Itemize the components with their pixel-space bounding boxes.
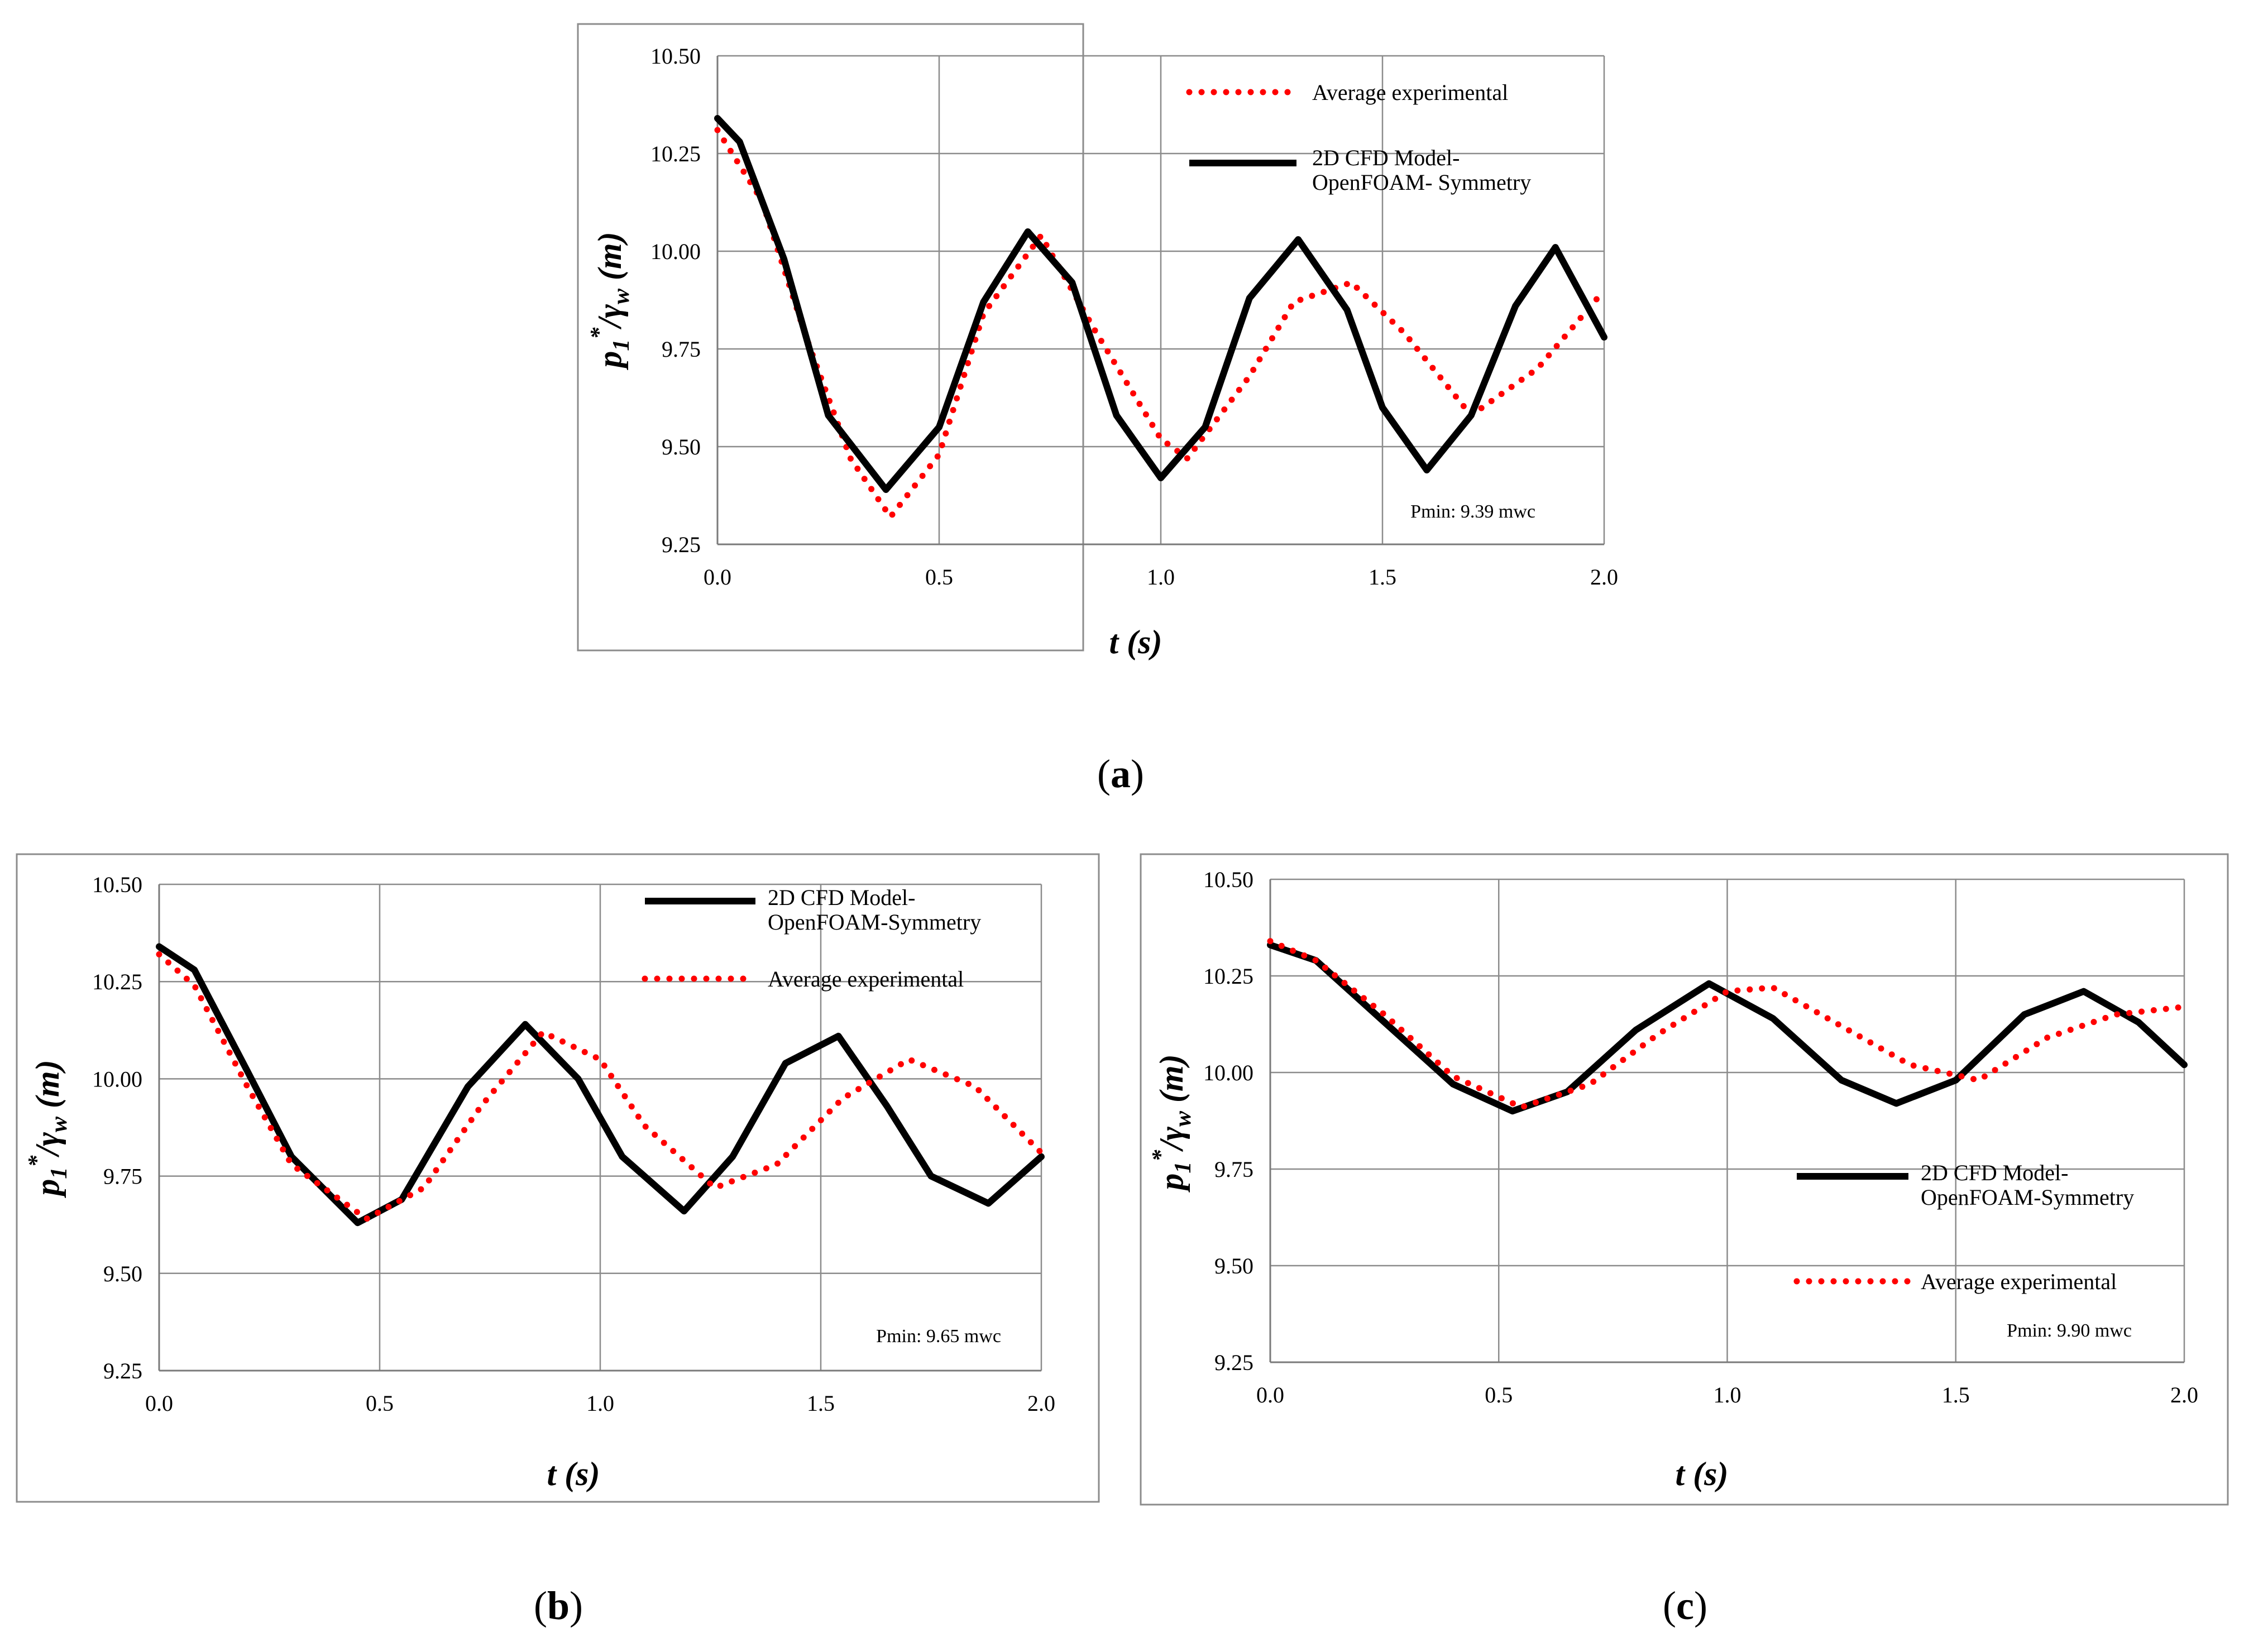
y-axis-title-slash: /γ [591,304,628,330]
chart-frame [1140,853,2229,1506]
chart-frame [16,853,1100,1503]
x-tick-label: 0.0 [704,564,731,590]
panel-label: (b) [534,1583,583,1628]
x-tick-label: 1.5 [1369,564,1396,590]
legend-label: 2D CFD Model- [1921,1160,2068,1185]
x-axis-title: t (s) [547,1455,600,1492]
panel-label-close-paren: ) [1694,1583,1707,1628]
x-tick-label: 2.0 [1590,564,1618,590]
y-tick-label: 10.50 [92,872,142,897]
y-axis-title-sup: * [586,327,612,339]
y-tick-label: 10.50 [1203,867,1253,892]
y-axis-title-unit: (m) [591,232,628,289]
y-tick-label: 10.25 [1203,964,1253,989]
legend-label: 2D CFD Model- [1312,145,1460,170]
y-axis-title-slash: /γ [29,1132,66,1158]
panel-label-letter: b [547,1583,570,1628]
y-tick-label: 10.25 [92,969,142,994]
y-axis-title: p1*/γw (m) [586,232,634,370]
pmin-annotation: Pmin: 9.39 mwc [1410,501,1535,522]
y-axis-title-unit: (m) [29,1060,66,1117]
x-tick-label: 0.0 [1256,1382,1284,1407]
pmin-annotation: Pmin: 9.65 mwc [876,1326,1001,1347]
x-tick-label: 1.5 [807,1391,835,1416]
legend-label: Average experimental [768,966,964,992]
x-axis-title: t (s) [1109,624,1162,660]
y-tick-label: 9.75 [103,1164,142,1189]
y-tick-label: 9.75 [1214,1157,1253,1182]
y-tick-label: 9.75 [662,337,701,362]
panel-label: (c) [1663,1583,1707,1628]
y-axis-title-main: p [29,1179,66,1199]
chart-panel-b: 0.0 0.5 1.0 1.5 2.0 9.25 9.50 9.75 10.00 10.25 10.… [16,853,1100,1628]
legend-label: OpenFOAM- Symmetry [1312,170,1531,195]
y-tick-label: 9.25 [103,1358,142,1383]
x-tick-label: 1.0 [586,1391,614,1416]
legend-label: 2D CFD Model- [768,885,915,910]
y-axis-title-sub1: 1 [1170,1162,1196,1174]
y-axis-title: p1*/γw (m) [24,1060,72,1198]
y-axis-title-sup: * [1148,1150,1174,1162]
panel-label-close-paren: ) [1131,751,1144,796]
y-axis-title-sub2: w [1170,1110,1196,1127]
series-line-cfd-model [156,943,1045,1227]
y-axis-title-sub1: 1 [609,339,634,351]
y-axis-title: p1*/γw (m) [1148,1054,1196,1193]
legend-label: Average experimental [1921,1269,2117,1294]
y-tick-label: 9.25 [662,532,701,557]
y-axis-title-unit: (m) [1153,1054,1190,1111]
y-tick-label: 10.50 [650,44,701,69]
pmin-annotation: Pmin: 9.90 mwc [2007,1320,2132,1341]
series-line-experimental [1267,938,2188,1110]
x-tick-label: 1.0 [1714,1382,1741,1407]
series-line-cfd-model [714,115,1607,493]
panel-label-open-paren: ( [534,1583,547,1628]
y-tick-label: 9.25 [1214,1350,1253,1375]
x-tick-label: 1.5 [1942,1382,1970,1407]
y-tick-label: 10.25 [650,141,701,166]
y-axis-title-sub2: w [609,288,634,304]
x-tick-label: 2.0 [2170,1382,2198,1407]
chart-panel-c: 0.0 0.5 1.0 1.5 2.0 9.25 9.50 9.75 10.00 10.25 10.… [1140,853,2229,1628]
y-axis-title-sup: * [24,1155,50,1167]
legend-label: Average experimental [1312,80,1508,105]
y-tick-label: 9.50 [1214,1253,1253,1278]
x-tick-label: 0.5 [366,1391,394,1416]
panel-label-letter: c [1676,1583,1694,1628]
panel-label-letter: a [1111,751,1131,796]
y-tick-label: 9.50 [103,1261,142,1286]
y-tick-label: 10.00 [1203,1060,1253,1085]
panel-label: (a) [1097,751,1144,796]
y-tick-label: 10.00 [650,239,701,264]
legend-label: OpenFOAM-Symmetry [1921,1185,2134,1210]
x-tick-label: 1.0 [1147,564,1175,590]
panel-label-close-paren: ) [570,1583,583,1628]
x-tick-label: 2.0 [1027,1391,1055,1416]
y-tick-label: 9.50 [662,434,701,459]
panel-label-open-paren: ( [1097,751,1111,796]
x-tick-label: 0.5 [925,564,953,590]
y-axis-title-slash: /γ [1153,1127,1190,1152]
y-axis-title-sub2: w [46,1116,72,1132]
legend-label: OpenFOAM-Symmetry [768,909,981,935]
chart-frame [577,23,1084,652]
series-line-cfd-model [1267,941,2188,1115]
y-tick-label: 10.00 [92,1066,142,1091]
x-tick-label: 0.5 [1485,1382,1513,1407]
y-axis-title-main: p [591,351,628,371]
panel-label-open-paren: ( [1663,1583,1676,1628]
series-line-experimental [156,951,1045,1222]
x-axis-title: t (s) [1676,1455,1729,1492]
y-axis-title-sub1: 1 [46,1167,72,1179]
y-axis-title-main: p [1153,1174,1190,1193]
x-tick-label: 0.0 [145,1391,173,1416]
chart-panel-a: 0.0 0.5 1.0 1.5 2.0 9.25 9.50 9.75 10.00 10.25 10.… [577,23,1618,796]
